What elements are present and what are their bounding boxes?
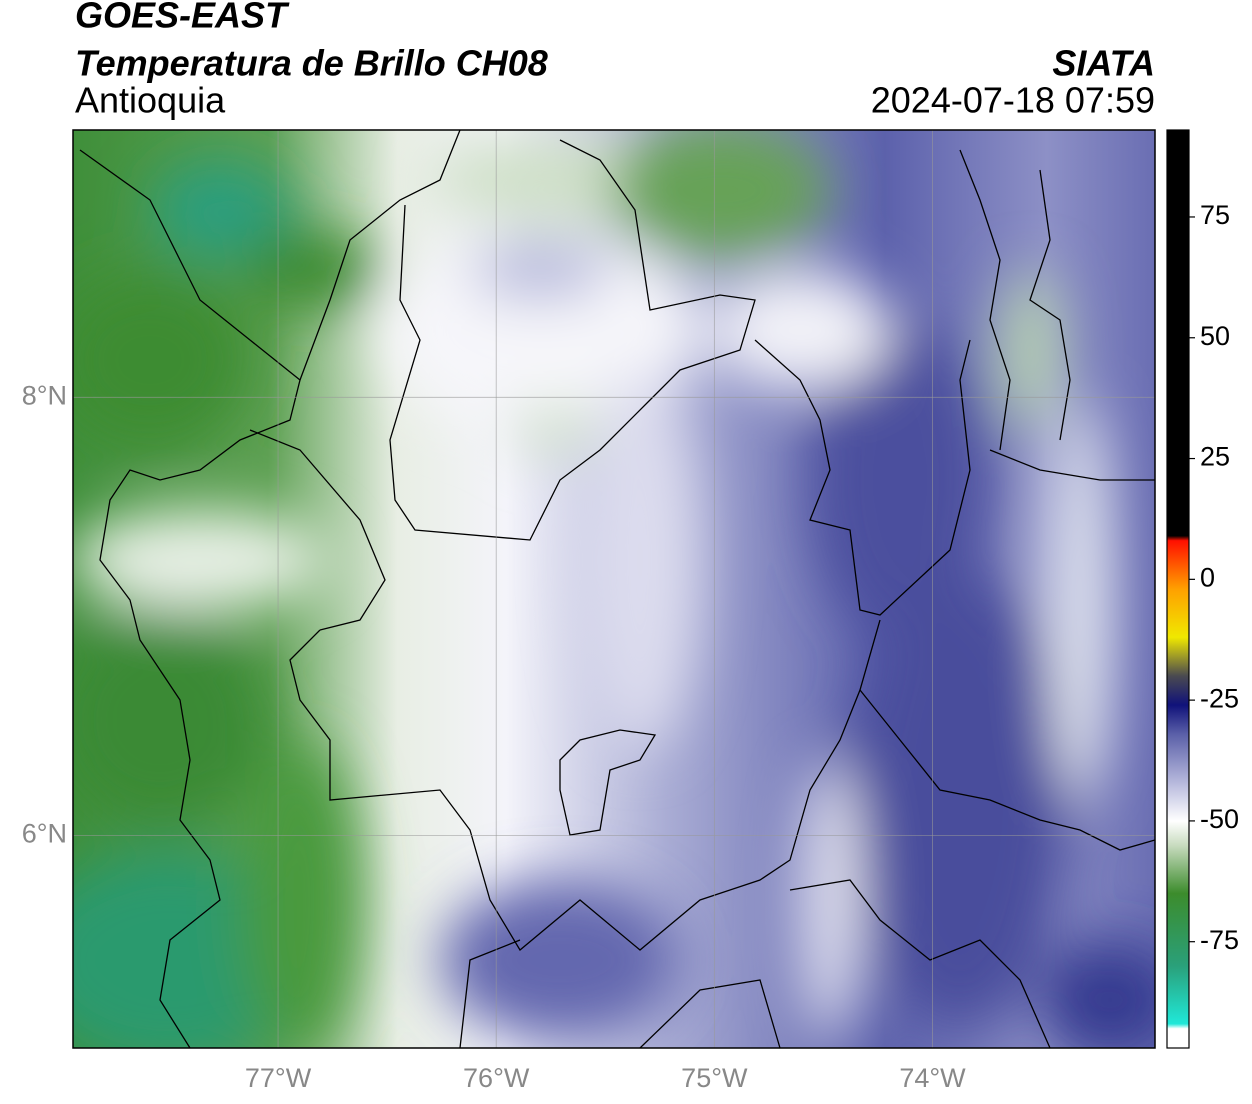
region: Antioquia: [75, 80, 226, 121]
x-tick-label: 77°W: [245, 1063, 312, 1093]
imagery: [73, 130, 1155, 1048]
x-tick-label: 74°W: [899, 1063, 966, 1093]
colorbar-tick-label: 75: [1200, 200, 1230, 230]
x-tick-label: 75°W: [681, 1063, 748, 1093]
graticule: [73, 130, 1155, 1048]
timestamp: 2024-07-18 07:59: [871, 80, 1155, 121]
title: GOES-EAST: [75, 0, 290, 36]
y-tick-label: 6°N: [22, 819, 67, 849]
colorbar-tick-label: 0: [1200, 562, 1215, 592]
map-frame: [72, 129, 1156, 1049]
source: SIATA: [1052, 43, 1155, 84]
colorbar-tick-label: -50: [1200, 804, 1239, 834]
subtitle: Temperatura de Brillo CH08: [75, 43, 548, 84]
colorbar-tick-label: -25: [1200, 683, 1239, 713]
x-tick-label: 76°W: [463, 1063, 530, 1093]
colorbar-tick-label: -75: [1200, 925, 1239, 955]
colorbar-tick-label: 25: [1200, 442, 1230, 472]
y-tick-label: 8°N: [22, 380, 67, 410]
colorbar-tick-label: 50: [1200, 321, 1230, 351]
colorbar: [1166, 129, 1190, 1049]
